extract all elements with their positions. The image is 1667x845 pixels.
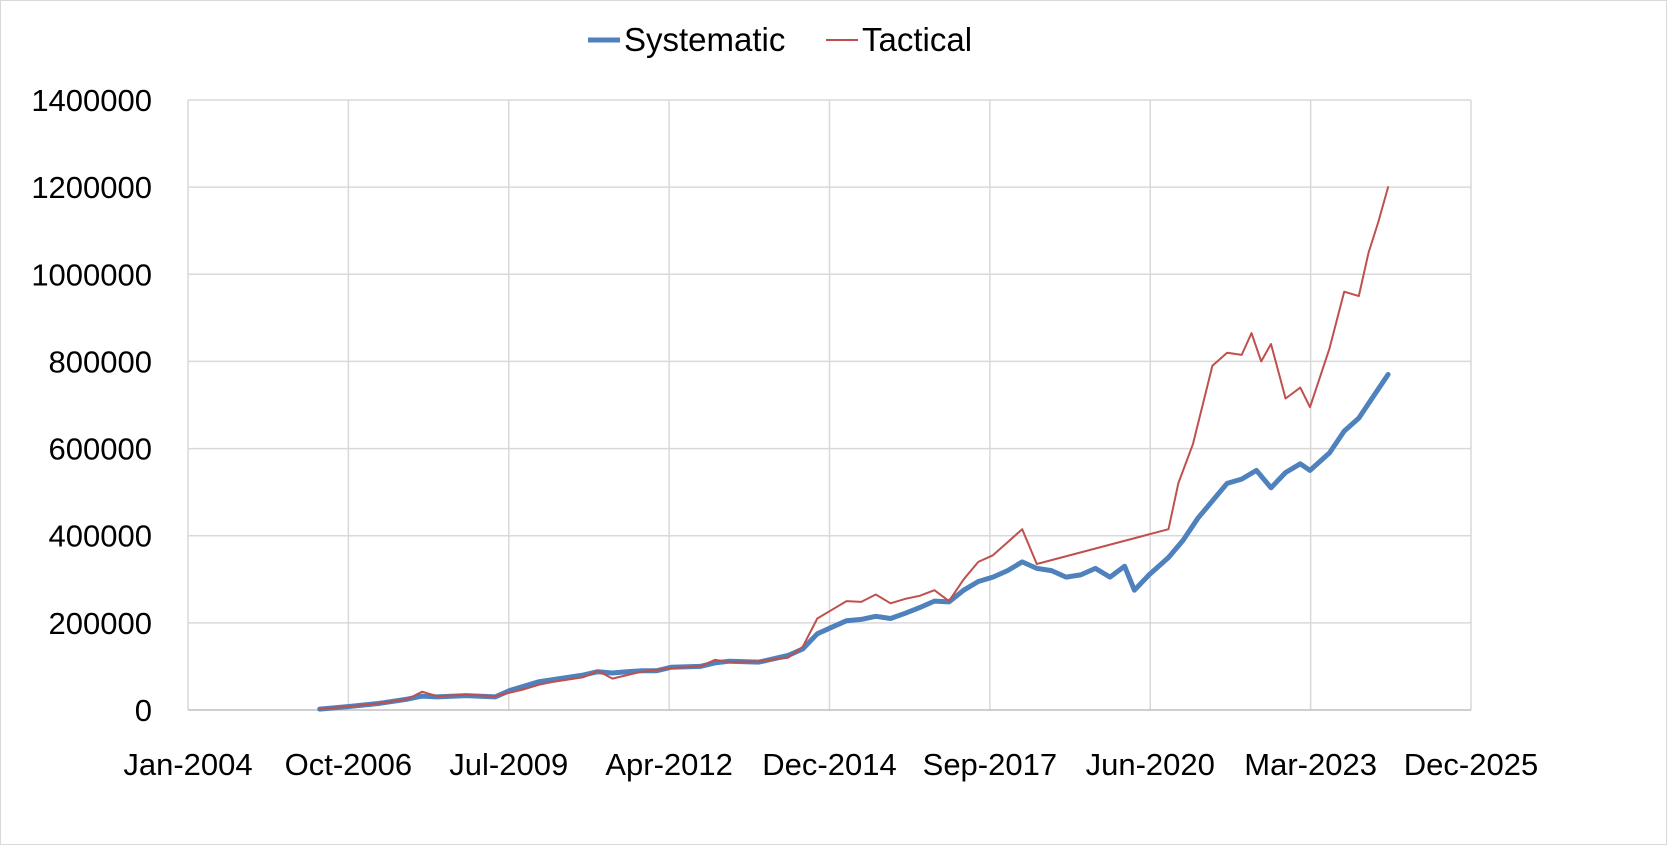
y-tick-label: 1000000 bbox=[31, 257, 152, 292]
x-tick-label: Sep-2017 bbox=[923, 747, 1057, 782]
x-tick-label: Jul-2009 bbox=[449, 747, 568, 782]
series-line-systematic bbox=[317, 372, 1391, 712]
series-line-tactical bbox=[318, 186, 1390, 711]
y-tick-label: 1200000 bbox=[31, 170, 152, 205]
x-tick-label: Dec-2014 bbox=[762, 747, 896, 782]
gridlines bbox=[187, 99, 1472, 711]
y-tick-label: 1400000 bbox=[31, 83, 152, 118]
x-tick-label: Apr-2012 bbox=[605, 747, 733, 782]
y-tick-label: 800000 bbox=[49, 344, 152, 379]
y-tick-label: 600000 bbox=[49, 432, 152, 467]
y-tick-label: 0 bbox=[135, 693, 152, 728]
x-tick-label: Dec-2025 bbox=[1404, 747, 1538, 782]
legend-label-tactical: Tactical bbox=[862, 21, 972, 58]
y-axis-tick-labels: 0 200000 400000 600000 800000 1000000 1200000 1… bbox=[31, 83, 152, 728]
x-tick-label: Oct-2006 bbox=[285, 747, 413, 782]
y-tick-label: 400000 bbox=[49, 519, 152, 554]
legend: Systematic Tactical bbox=[588, 21, 972, 58]
x-tick-label: Jun-2020 bbox=[1086, 747, 1215, 782]
x-tick-label: Mar-2023 bbox=[1244, 747, 1377, 782]
series-lines bbox=[317, 186, 1391, 712]
legend-label-systematic: Systematic bbox=[624, 21, 785, 58]
x-axis-tick-labels: Jan-2004 Oct-2006 Jul-2009 Apr-2012 Dec-2014… bbox=[123, 747, 1538, 782]
y-tick-label: 200000 bbox=[49, 606, 152, 641]
x-tick-label: Jan-2004 bbox=[123, 747, 252, 782]
